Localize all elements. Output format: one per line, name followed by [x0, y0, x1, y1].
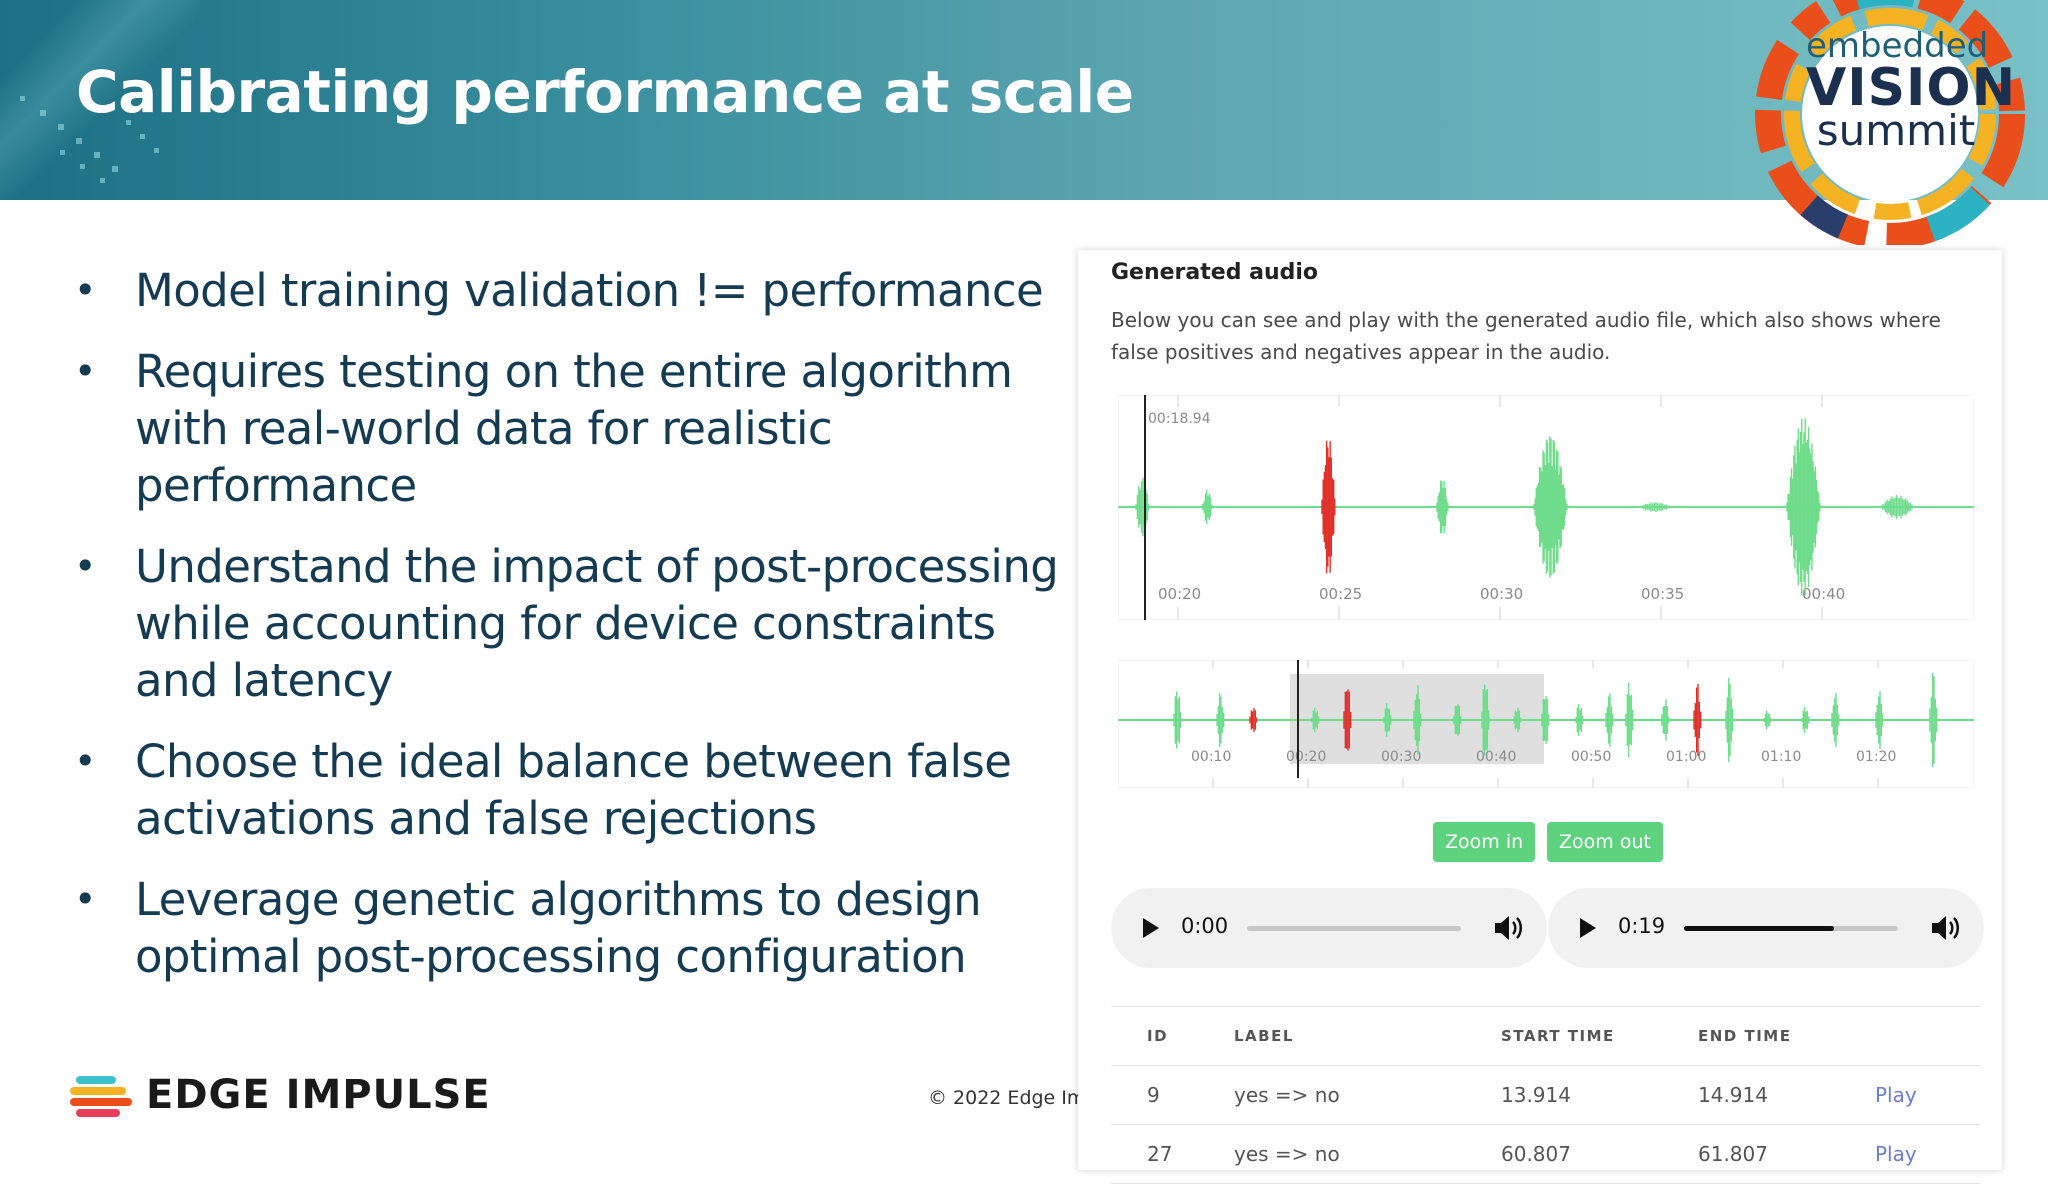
overview-tick-label: 01:10 [1761, 749, 1801, 765]
seek-slider[interactable] [1684, 926, 1898, 931]
generated-audio-panel: Generated audio Below you can see and pl… [1078, 250, 2002, 1184]
overview-tick-label: 00:20 [1286, 749, 1326, 765]
cell-label: yes => no [1198, 1065, 1465, 1125]
events-table: ID LABEL START TIME END TIME 9 yes => no… [1111, 1006, 1981, 1184]
zoom-in-button[interactable]: Zoom in [1433, 822, 1536, 862]
embedded-vision-summit-logo [1755, 0, 2025, 245]
bullet-list: Model training validation != performance… [70, 262, 1060, 1009]
table-row: 9 yes => no 13.914 14.914 Play [1111, 1065, 1981, 1125]
play-link[interactable]: Play [1839, 1065, 1981, 1125]
table-header-row: ID LABEL START TIME END TIME [1111, 1006, 1981, 1066]
volume-icon[interactable] [1493, 914, 1523, 942]
bullet-item: Model training validation != performance [70, 262, 1060, 319]
cell-end-time: 14.914 [1662, 1065, 1839, 1125]
header-dot-pattern [20, 96, 159, 183]
overview-tick-label: 01:20 [1856, 749, 1896, 765]
waveform-tick-label: 00:40 [1802, 585, 1845, 603]
waveform-tick-label: 00:30 [1480, 585, 1523, 603]
slide-header [0, 0, 2048, 200]
column-header-end-time: END TIME [1662, 1006, 1839, 1066]
overview-tick-label: 01:00 [1666, 749, 1706, 765]
edge-impulse-logo-icon [70, 1072, 134, 1122]
logo-text-vision: VISION [1806, 58, 2017, 118]
seek-slider[interactable] [1247, 926, 1461, 931]
waveform-zoomed[interactable]: 00:20 00:25 00:30 00:35 00:40 00:18.94 [1118, 395, 1974, 620]
player-time: 0:19 [1618, 914, 1666, 938]
overview-tick-label: 00:10 [1191, 749, 1231, 765]
cursor-time-label: 00:18.94 [1148, 411, 1211, 427]
cell-id: 9 [1111, 1065, 1198, 1125]
play-icon[interactable] [1580, 918, 1596, 938]
cell-end-time: 61.807 [1662, 1124, 1839, 1184]
column-header-action [1839, 1006, 1981, 1066]
waveform-tick-label: 00:35 [1641, 585, 1684, 603]
logo-text-embedded: embedded [1806, 26, 1989, 66]
cell-start-time: 13.914 [1465, 1065, 1662, 1125]
bullet-item: Requires testing on the entire algorithm… [70, 343, 1015, 514]
logo-text-summit: summit [1816, 106, 1976, 155]
slide-title: Calibrating performance at scale [76, 58, 1134, 126]
player-time: 0:00 [1181, 914, 1229, 938]
play-icon[interactable] [1143, 918, 1159, 938]
column-header-start-time: START TIME [1465, 1006, 1662, 1066]
waveform-tick-label: 00:25 [1319, 585, 1362, 603]
audio-player-generated: 0:19 [1548, 888, 1984, 968]
waveform-overview[interactable]: 00:10 00:20 00:30 00:40 00:50 01:00 01:10 01:20 [1118, 660, 1974, 788]
volume-icon[interactable] [1930, 914, 1960, 942]
overview-tick-label: 00:30 [1381, 749, 1421, 765]
bullet-item: Understand the impact of post-processing… [70, 538, 1060, 709]
bullet-item: Choose the ideal balance between false a… [70, 733, 1015, 847]
overview-tick-label: 00:50 [1571, 749, 1611, 765]
audio-player-original: 0:00 [1111, 888, 1547, 968]
play-link[interactable]: Play [1839, 1124, 1981, 1184]
brand-name: EDGE IMPULSE [146, 1072, 491, 1118]
cell-start-time: 60.807 [1465, 1124, 1662, 1184]
panel-title: Generated audio [1111, 260, 1319, 285]
overview-tick-label: 00:40 [1476, 749, 1516, 765]
column-header-id: ID [1111, 1006, 1198, 1066]
panel-description: Below you can see and play with the gene… [1111, 308, 1941, 364]
cell-id: 27 [1111, 1124, 1198, 1184]
waveform-tick-label: 00:20 [1158, 585, 1201, 603]
table-row: 27 yes => no 60.807 61.807 Play [1111, 1124, 1981, 1184]
header-light-streak [0, 0, 200, 200]
bullet-item: Leverage genetic algorithms to design op… [70, 871, 1015, 985]
cell-label: yes => no [1198, 1124, 1465, 1184]
column-header-label: LABEL [1198, 1006, 1465, 1066]
zoom-out-button[interactable]: Zoom out [1547, 822, 1663, 862]
